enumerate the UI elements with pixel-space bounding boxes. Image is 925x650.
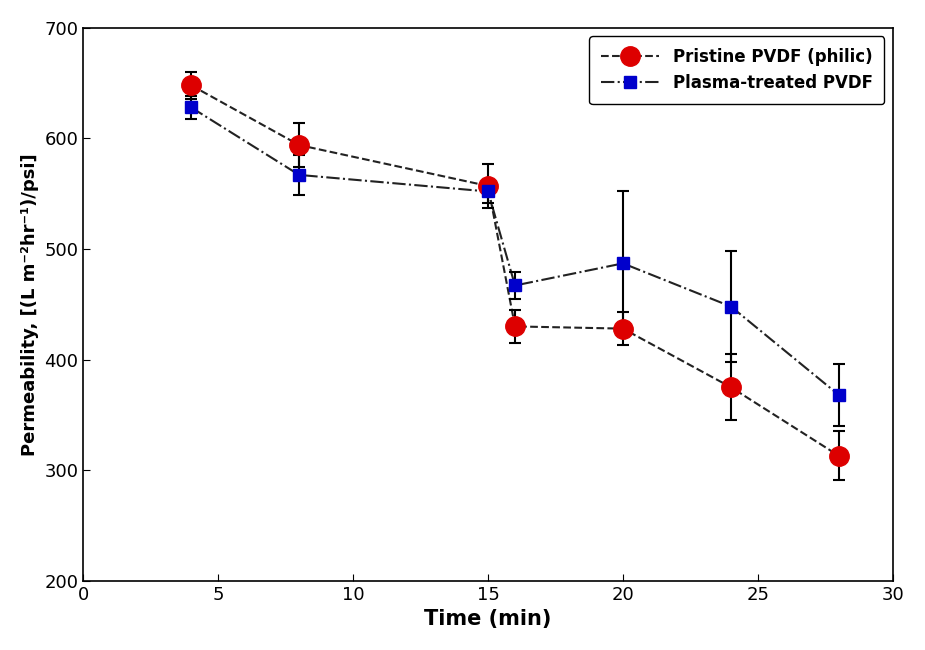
Pristine PVDF (philic) — [483, 182, 494, 190]
Plasma-treated PVDF — [186, 103, 197, 111]
Plasma-treated PVDF — [725, 303, 736, 311]
Pristine PVDF (philic) — [617, 325, 628, 333]
Plasma-treated PVDF — [617, 259, 628, 267]
Pristine PVDF (philic) — [293, 141, 304, 149]
Line: Plasma-treated PVDF: Plasma-treated PVDF — [185, 101, 845, 401]
Plasma-treated PVDF — [510, 281, 521, 289]
Pristine PVDF (philic) — [186, 81, 197, 89]
Pristine PVDF (philic) — [510, 322, 521, 330]
Pristine PVDF (philic) — [833, 452, 845, 460]
Plasma-treated PVDF — [293, 171, 304, 179]
Pristine PVDF (philic) — [725, 384, 736, 391]
X-axis label: Time (min): Time (min) — [425, 609, 551, 629]
Line: Pristine PVDF (philic): Pristine PVDF (philic) — [181, 75, 848, 465]
Y-axis label: Permeability, [(L m⁻²hr⁻¹)/psi]: Permeability, [(L m⁻²hr⁻¹)/psi] — [21, 153, 39, 456]
Plasma-treated PVDF — [483, 188, 494, 196]
Legend: Pristine PVDF (philic), Plasma-treated PVDF: Pristine PVDF (philic), Plasma-treated P… — [589, 36, 884, 104]
Plasma-treated PVDF — [833, 391, 845, 399]
